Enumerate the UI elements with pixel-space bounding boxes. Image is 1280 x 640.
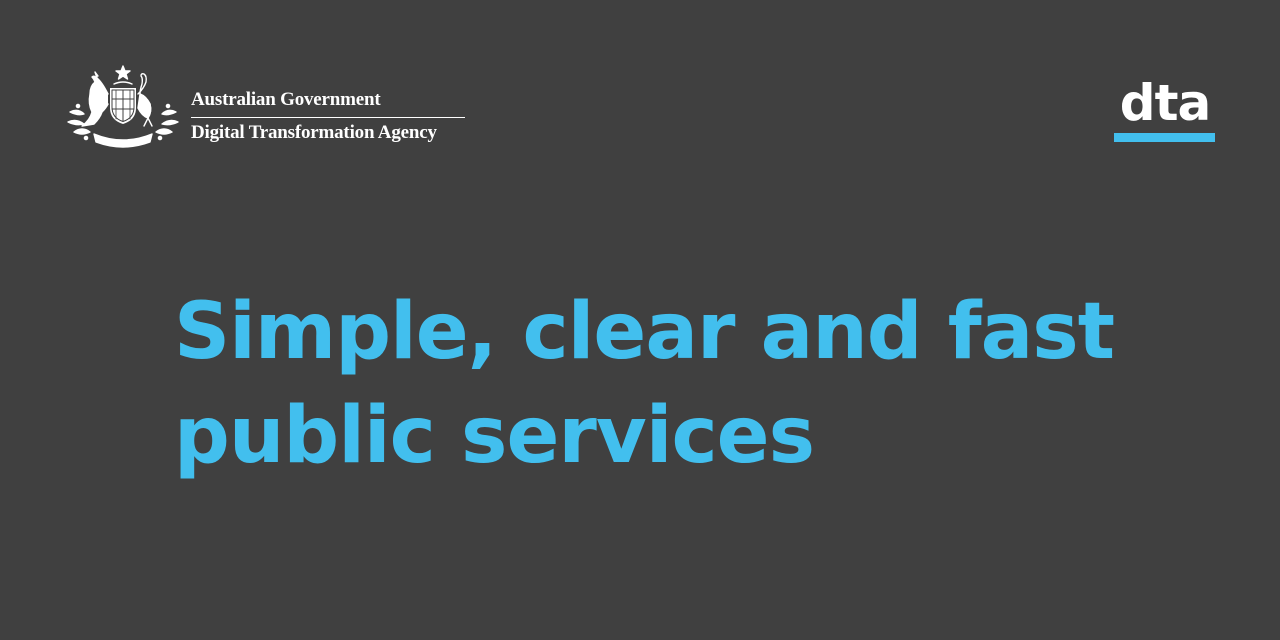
agency-name: Digital Transformation Agency [191,122,437,143]
dta-logo: dta [1113,78,1217,144]
dta-logo-text: dta [1119,74,1211,132]
coat-of-arms-icon [64,64,182,152]
dta-logo-underline [1114,133,1215,142]
headline-line-1: Simple, clear and fast [174,287,1115,377]
government-name: Australian Government [191,88,465,118]
government-wordmark: Australian Government Digital Transforma… [191,88,465,145]
headline-line-2: public services [174,391,815,481]
hero-headline: Simple, clear and fast public services [174,280,1214,488]
